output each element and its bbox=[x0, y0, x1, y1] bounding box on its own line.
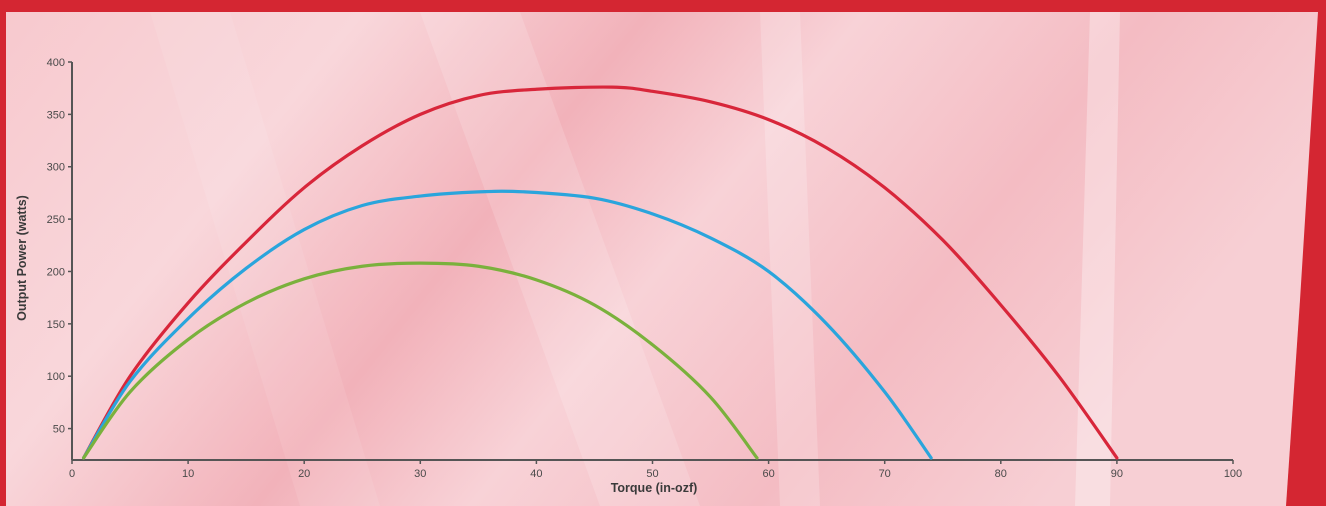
x-tick-label: 40 bbox=[530, 468, 542, 480]
y-tick-label: 150 bbox=[47, 319, 65, 331]
chart-panel bbox=[6, 12, 1318, 506]
series-layer bbox=[82, 85, 1119, 460]
x-axis-title: Torque (in-ozf) bbox=[611, 481, 698, 495]
y-tick-label: 100 bbox=[47, 371, 65, 383]
y-axis-title: Output Power (watts) bbox=[15, 195, 29, 321]
y-tick-label: 300 bbox=[47, 162, 65, 174]
x-tick-label: 50 bbox=[646, 468, 658, 480]
y-tick-label: 350 bbox=[47, 109, 65, 121]
x-tick-label: 0 bbox=[69, 468, 75, 480]
y-tick-label: 200 bbox=[47, 266, 65, 278]
x-tick-label: 30 bbox=[414, 468, 426, 480]
x-tick-label: 90 bbox=[1111, 468, 1123, 480]
series-line-2 bbox=[82, 189, 933, 460]
x-tick-label: 10 bbox=[182, 468, 194, 480]
y-tick-label: 400 bbox=[47, 57, 65, 69]
series-line-1 bbox=[82, 85, 1119, 460]
x-tick-label: 20 bbox=[298, 468, 310, 480]
axes: 0 10 20 30 40 50 60 70 80 90 100 50 100 150 200 250 300 3… bbox=[47, 57, 1243, 480]
x-tick-label: 100 bbox=[1224, 468, 1242, 480]
y-tick-label: 50 bbox=[53, 424, 65, 436]
x-tick-label: 80 bbox=[995, 468, 1007, 480]
series-line-3 bbox=[82, 261, 759, 460]
background-streaks bbox=[150, 12, 1120, 506]
y-tick-label: 250 bbox=[47, 214, 65, 226]
x-tick-label: 70 bbox=[879, 468, 891, 480]
x-tick-label: 60 bbox=[762, 468, 774, 480]
